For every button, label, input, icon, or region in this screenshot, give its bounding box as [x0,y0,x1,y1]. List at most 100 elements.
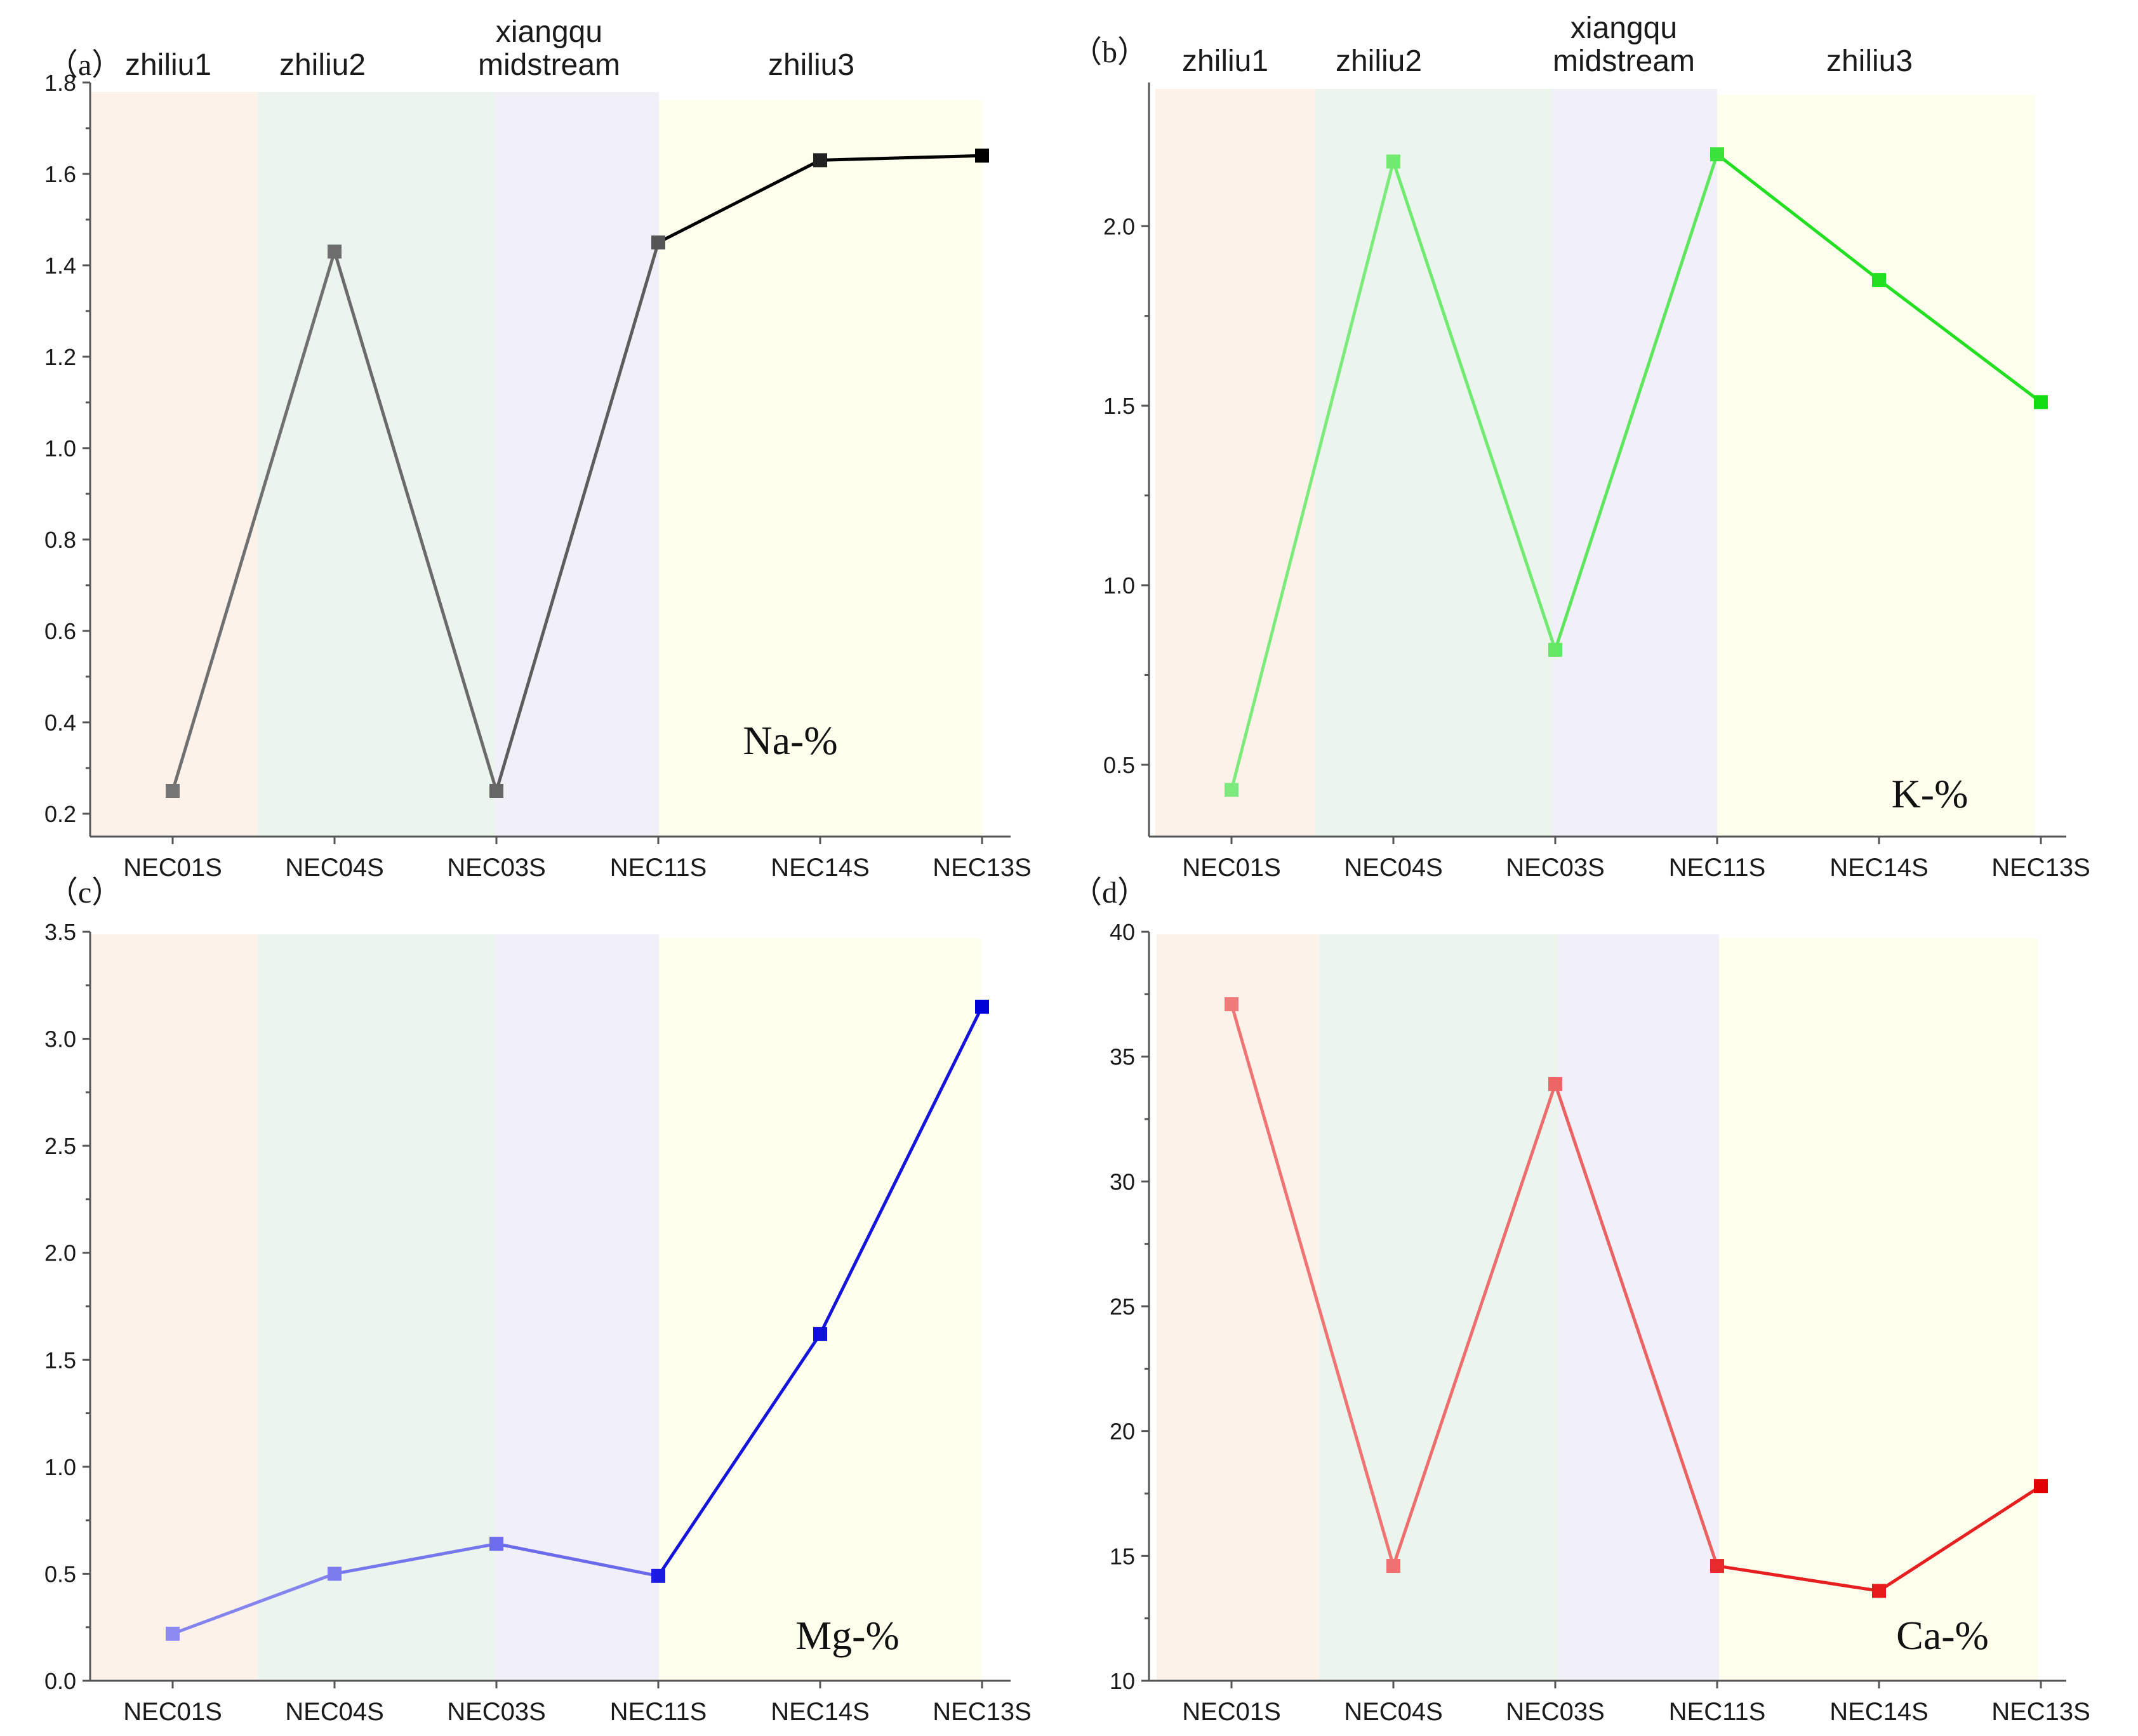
panel-letter: （d） [1072,876,1148,910]
y-tick-label: 0.8 [44,527,76,553]
panel-a: zhiliu1 zhiliu2 xiangqu midstream zhiliu3 （a）… [44,15,1032,882]
x-tick-label: NEC14S [1829,854,1929,882]
series-segment [1230,159,1395,792]
x-tick-label: NEC13S [933,854,1032,882]
data-point [2034,395,2048,409]
x-tick-label: NEC01S [123,1698,222,1726]
series-label: Na-% [743,718,837,763]
y-tick-label: 1.5 [44,1347,76,1373]
x-tick-label: NEC11S [610,1698,707,1726]
series-segment [1553,1082,1719,1568]
region-band-zhiliu2 [1319,934,1558,1681]
data-point [166,1626,180,1641]
data-point [1386,1559,1400,1574]
y-tick-label: 1.0 [1103,573,1135,599]
y-tick-label: 3.0 [44,1026,76,1052]
panel-d: （d） 10 15 20 25 30 35 40 NEC01S NEC04S NEC03S NEC11… [1072,876,2090,1726]
region-band-zhiliu1 [1155,89,1315,837]
series-segment [1877,1484,2043,1593]
y-tick-label: 0.5 [44,1561,76,1587]
region-label-zhiliu1: zhiliu1 [125,48,211,82]
region-band-zhiliu1 [1157,934,1319,1681]
region-band-zhiliu2 [1315,89,1552,837]
x-tick-label: NEC14S [1829,1698,1929,1726]
series-segment [1391,1082,1557,1568]
data-point [1548,642,1562,657]
x-tick-label: NEC11S [1669,1698,1766,1726]
y-tick-label: 2.0 [44,1240,76,1266]
data-point [328,1567,342,1581]
x-tick-label: NEC14S [771,1698,870,1726]
x-tick-label: NEC03S [447,854,546,882]
y-tick-label: 1.8 [44,70,76,96]
region-band-zhiliu1 [90,92,257,837]
data-point [975,149,989,163]
y-tick-label: 0.0 [44,1668,76,1694]
data-point [813,1327,827,1341]
x-tick-label: NEC11S [1669,854,1766,882]
series-segment [333,1542,498,1575]
data-point [1548,1077,1562,1091]
data-point [651,235,665,249]
x-tick-label: NEC04S [285,1698,384,1726]
series-segment [1391,159,1557,652]
y-tick-label: 1.2 [44,344,76,370]
y-tick-label: 40 [1110,919,1135,945]
y-tick-label: 20 [1110,1419,1135,1445]
panel-letter: （c） [48,876,122,910]
region-label-xiangqu: xiangqu midstream [1553,11,1695,78]
series-segment [818,1005,984,1336]
region-band-zhiliu3 [1719,938,2038,1681]
x-tick-label: NEC03S [1506,1698,1605,1726]
x-tick-label: NEC03S [447,1698,546,1726]
region-band-xiangqu [495,934,659,1681]
panel-c: （c） 0.0 0.5 1.0 1.5 2.0 2.5 3.0 3.5 NEC01S NEC04S N… [44,876,1032,1726]
region-label-xiangqu: xiangqu midstream [478,15,620,82]
series-segment [495,1542,660,1578]
panel-letter: （b） [1072,36,1148,69]
y-tick-label: 2.5 [44,1133,76,1159]
y-tick-label: 1.6 [44,161,76,187]
x-tick-label: NEC03S [1506,854,1605,882]
data-point [1225,783,1238,797]
data-point [1225,997,1238,1012]
data-point [328,244,342,259]
region-band-zhiliu3 [1717,95,2035,837]
x-tick-label: NEC01S [1182,854,1281,882]
panel-letter: （a） [48,48,122,82]
data-point [1386,154,1400,169]
data-point [489,784,503,798]
x-tick-label: NEC13S [1991,854,2090,882]
x-tick-label: NEC11S [610,854,707,882]
x-tick-label: NEC01S [1182,1698,1281,1726]
x-tick-label: NEC04S [285,854,384,882]
region-band-xiangqu [1552,89,1717,837]
region-band-xiangqu [1558,934,1719,1681]
y-tick-label: 1.5 [1103,393,1135,419]
x-tick-label: NEC01S [123,854,222,882]
region-band-zhiliu3 [659,100,983,837]
region-label-zhiliu2: zhiliu2 [279,48,366,82]
series-segment [1230,1002,1395,1568]
y-tick-label: 0.6 [44,618,76,644]
series-segment [171,249,336,793]
x-tick-label: NEC04S [1344,854,1443,882]
data-point [975,1000,989,1014]
region-band-zhiliu1 [90,934,257,1681]
region-label-zhiliu2: zhiliu2 [1336,44,1422,78]
data-point [651,1568,665,1583]
region-band-xiangqu [495,92,659,837]
series-segment [656,1332,822,1578]
x-tick-label: NEC04S [1344,1698,1443,1726]
y-tick-label: 1.0 [44,1454,76,1480]
series-label: Ca-% [1896,1613,1989,1658]
x-tick-label: NEC14S [771,854,870,882]
y-tick-label: 35 [1110,1044,1135,1070]
y-tick-label: 10 [1110,1668,1135,1694]
data-point [1872,273,1886,288]
y-tick-label: 1.4 [44,253,76,279]
data-point [1872,1584,1886,1598]
y-tick-label: 0.2 [44,801,76,827]
y-tick-label: 30 [1110,1169,1135,1195]
series-segment [1553,152,1719,652]
